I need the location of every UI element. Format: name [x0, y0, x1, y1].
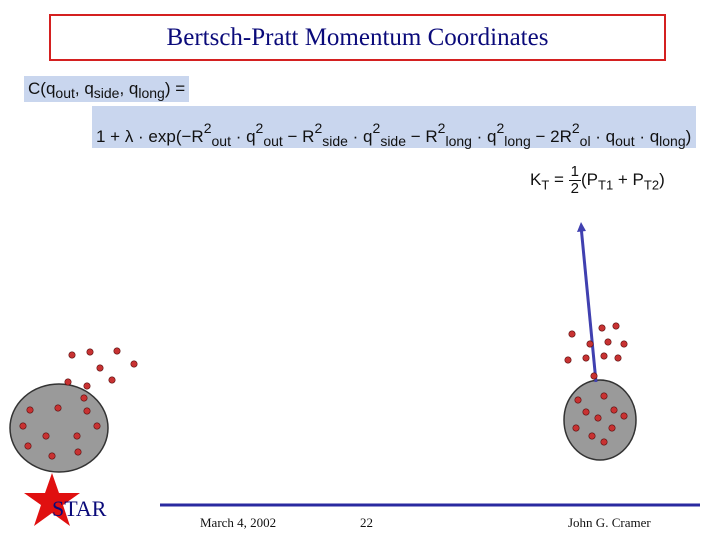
particle-dot: [590, 372, 598, 380]
footer-page-number: 22: [360, 515, 373, 530]
star-logo-text: STAR: [52, 496, 107, 521]
particle-dot: [80, 394, 88, 402]
particle-dot: [64, 378, 72, 386]
kt-vector-arrowhead: [577, 222, 586, 232]
particle-dot: [598, 324, 606, 332]
correlation-function-lhs: C(qout, qside, qlong) =: [24, 76, 190, 102]
star-logo-icon: [24, 473, 80, 526]
particle-dot: [612, 322, 620, 330]
particle-dot: [42, 432, 50, 440]
particle-dot: [604, 338, 612, 346]
particle-dot: [574, 396, 582, 404]
particle-dot: [86, 348, 94, 356]
kt-vector-shaft: [579, 225, 598, 383]
particle-dot: [113, 347, 121, 355]
particle-dot: [83, 407, 91, 415]
particle-dot: [620, 340, 628, 348]
particle-dot: [19, 422, 27, 430]
particle-dot: [600, 352, 608, 360]
particle-dot: [572, 424, 580, 432]
particle-dot: [582, 408, 590, 416]
particle-dot: [108, 376, 116, 384]
particle-dot: [582, 354, 590, 362]
particle-dot: [130, 360, 138, 368]
correlation-function-rhs: 1 + λ · exp(−R2out · q2out − R2side · q2…: [92, 106, 696, 149]
particle-dot: [568, 330, 576, 338]
particle-dot: [620, 412, 628, 420]
particle-group: [19, 322, 628, 460]
particle-dot: [74, 448, 82, 456]
footer-date: March 4, 2002: [200, 515, 277, 530]
particle-dot: [586, 340, 594, 348]
particle-dot: [54, 404, 62, 412]
particle-dot: [73, 432, 81, 440]
particle-dot: [83, 382, 91, 390]
particle-dot: [93, 422, 101, 430]
particle-dot: [564, 356, 572, 364]
particle-dot: [96, 364, 104, 372]
kt-equation: KT = 1 2 (PT1 + PT2): [530, 163, 665, 197]
particle-dot: [594, 414, 602, 422]
page-title-box: Bertsch-Pratt Momentum Coordinates: [49, 14, 666, 61]
source-blob-left: [9, 383, 109, 473]
footer-author: John G. Cramer: [568, 515, 651, 530]
particle-dot: [610, 406, 618, 414]
particle-dot: [600, 392, 608, 400]
particle-dot: [600, 438, 608, 446]
particle-dot: [588, 432, 596, 440]
particle-dot: [26, 406, 34, 414]
particle-dot: [24, 442, 32, 450]
particle-dot: [614, 354, 622, 362]
particle-dot: [68, 351, 76, 359]
particle-dot: [608, 424, 616, 432]
particle-dot: [48, 452, 56, 460]
page-title: Bertsch-Pratt Momentum Coordinates: [166, 23, 549, 51]
